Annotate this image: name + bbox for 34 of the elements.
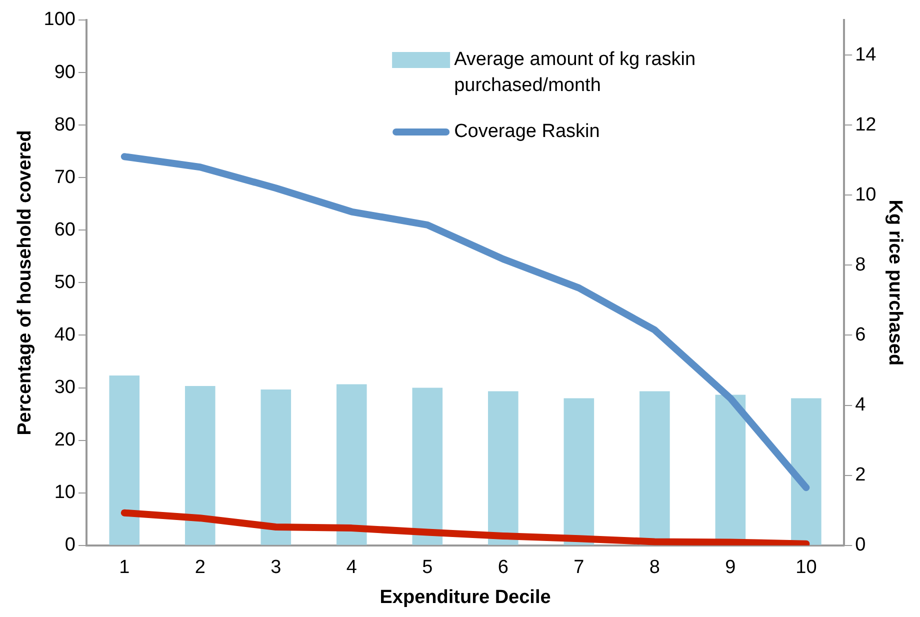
y2-tick-label: 14: [855, 44, 877, 66]
x-tick-label: 5: [422, 557, 433, 578]
x-tick-label: 2: [194, 557, 206, 578]
x-tick-label: 6: [498, 557, 508, 578]
y-tick-label: 90: [54, 62, 76, 83]
y-tick-label: 40: [54, 324, 76, 346]
y2-tick-label: 8: [855, 254, 866, 276]
y2-tick-label: 2: [855, 464, 866, 486]
y-tick-label: 20: [54, 430, 76, 451]
x-tick-label: 8: [649, 557, 660, 578]
x-tick-label: 4: [346, 557, 358, 578]
y2-tick-label: 12: [855, 114, 876, 136]
x-tick-label: 1: [119, 557, 130, 578]
y-tick-label: 60: [54, 219, 76, 240]
y2-tick-label: 0: [855, 534, 866, 556]
y-tick-label: 80: [54, 114, 76, 136]
x-tick-label: 10: [796, 557, 817, 578]
y-axis-title: Percentage of household covered: [14, 130, 36, 436]
y-tick-label: 50: [54, 272, 76, 293]
x-tick-label: 7: [574, 557, 584, 578]
y-tick-label: 10: [54, 482, 76, 504]
x-tick-label: 9: [725, 557, 736, 578]
y2-tick-label: 6: [855, 324, 866, 346]
legend-label: Coverage Raskin: [454, 121, 600, 142]
y-tick-label: 70: [54, 166, 76, 188]
x-tick-label: 3: [270, 557, 282, 578]
x-axis-title: Expenditure Decile: [380, 586, 551, 608]
y-tick-label: 30: [54, 377, 76, 398]
y2-tick-label: 10: [855, 184, 876, 206]
y-tick-label: 0: [64, 534, 76, 556]
y2-axis-title: Kg rice purchased: [884, 200, 906, 366]
y2-tick-label: 4: [855, 394, 866, 416]
legend-label: Average amount of kg raskin purchased/month: [454, 49, 696, 96]
y-tick-label: 100: [44, 9, 76, 30]
